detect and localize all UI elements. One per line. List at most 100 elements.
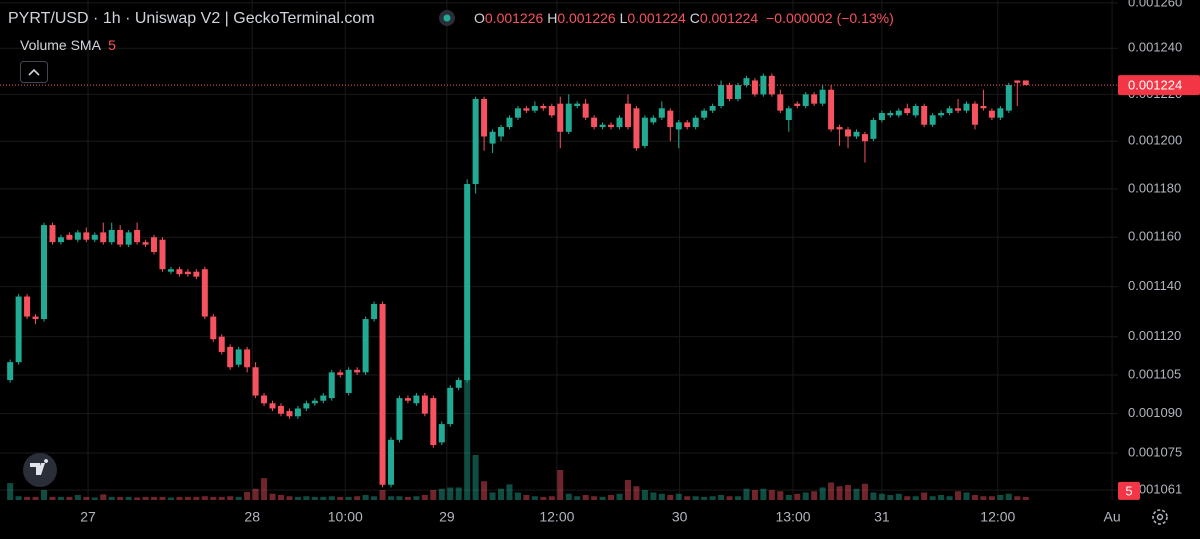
volume-bar [15, 496, 22, 500]
candle-body [819, 89, 826, 104]
volume-bar [100, 494, 107, 500]
volume-bar [828, 482, 835, 500]
y-tick-label: 0.001120 [1128, 328, 1181, 343]
candle-body [988, 110, 995, 118]
volume-bar [455, 487, 462, 500]
candle-body [371, 304, 378, 320]
volume-bar [311, 496, 318, 500]
volume-bar [235, 496, 242, 500]
candle-body [811, 94, 818, 104]
volume-bar [151, 496, 158, 500]
collapse-icon [28, 68, 40, 76]
volume-bar [252, 488, 259, 500]
volume-bar [388, 496, 395, 500]
volume-bar [921, 492, 928, 500]
ohlc-readout: O0.001226 H0.001226 L0.001224 C0.001224 … [474, 10, 894, 26]
volume-bar [548, 496, 555, 500]
volume-bar [91, 497, 98, 500]
candle-body [261, 395, 268, 404]
volume-bar [557, 470, 564, 500]
candle-body [878, 112, 885, 121]
y-tick-label: 0.001260 [1128, 0, 1182, 9]
volume-bar [861, 483, 868, 500]
candle-body [785, 108, 792, 121]
candle-body [777, 94, 784, 111]
candle-body [709, 105, 716, 111]
x-tick-label: 13:00 [775, 509, 810, 525]
indicator-name: SMA [71, 37, 102, 53]
candle-body [548, 105, 555, 116]
candle-body [235, 349, 242, 365]
volume-bar [320, 496, 327, 500]
candle-body [946, 108, 953, 113]
volume-bar [743, 488, 750, 500]
candle-body [396, 398, 403, 440]
volume-bar [277, 495, 284, 500]
candle-body [388, 439, 395, 485]
candle-body [24, 296, 31, 317]
candle-body [438, 424, 445, 443]
candle-body [57, 237, 64, 243]
collapse-button[interactable] [20, 61, 48, 83]
settings-button[interactable] [1152, 509, 1168, 525]
volume-bar [244, 491, 251, 500]
candle-body [921, 105, 928, 125]
volume-bar [718, 495, 725, 500]
candle-body [684, 122, 691, 128]
candle-body [379, 304, 386, 485]
candle-body [303, 403, 310, 409]
candle-body [904, 108, 911, 113]
volume-bar [218, 496, 225, 500]
y-tick-label: 0.001140 [1128, 278, 1181, 293]
volume-bar [997, 495, 1004, 500]
candle-body [32, 316, 39, 320]
ohlc-label: H [547, 10, 557, 26]
candle-body [667, 110, 674, 128]
volume-bar [819, 487, 826, 500]
volume-bar [142, 496, 149, 500]
volume-bar [108, 496, 115, 500]
volume-bar [201, 496, 208, 500]
volume-bar [286, 496, 293, 500]
x-tick-label: 29 [439, 509, 455, 525]
candle-body [971, 103, 978, 125]
candle-body [244, 349, 251, 368]
volume-bar [184, 496, 191, 500]
candle-body [828, 89, 835, 130]
volume-bar [845, 485, 852, 500]
volume-bar [514, 492, 521, 500]
candle-body [100, 232, 107, 243]
candle-body [895, 110, 902, 116]
candle-body [726, 85, 733, 100]
volume-bar [988, 496, 995, 500]
candle-body [861, 134, 868, 142]
candle-body [870, 120, 877, 139]
volume-bar [777, 491, 784, 500]
candle-body [498, 127, 505, 137]
candle-body [159, 239, 166, 270]
candle-body [980, 105, 987, 109]
candle-body [345, 369, 352, 393]
volume-bar [345, 496, 352, 500]
candle-body [176, 269, 183, 275]
y-tick-label: 0.001200 [1128, 133, 1182, 148]
volume-bar [853, 488, 860, 500]
candle-body [404, 398, 411, 401]
volume-bar [167, 497, 174, 500]
volume-value-box [1118, 481, 1140, 500]
x-tick-label: 12:00 [539, 509, 574, 525]
candle-body [489, 131, 496, 144]
volume-bar [650, 492, 657, 500]
candle-body [354, 369, 361, 373]
volume-bar [574, 496, 581, 500]
volume-bar [929, 496, 936, 500]
volume-bar [24, 496, 31, 500]
volume-bar [125, 496, 132, 500]
volume-bar [261, 478, 268, 500]
volume-bar [887, 495, 894, 500]
volume-bar [709, 496, 716, 500]
volume-bar [608, 495, 615, 500]
candle-body [734, 85, 741, 100]
